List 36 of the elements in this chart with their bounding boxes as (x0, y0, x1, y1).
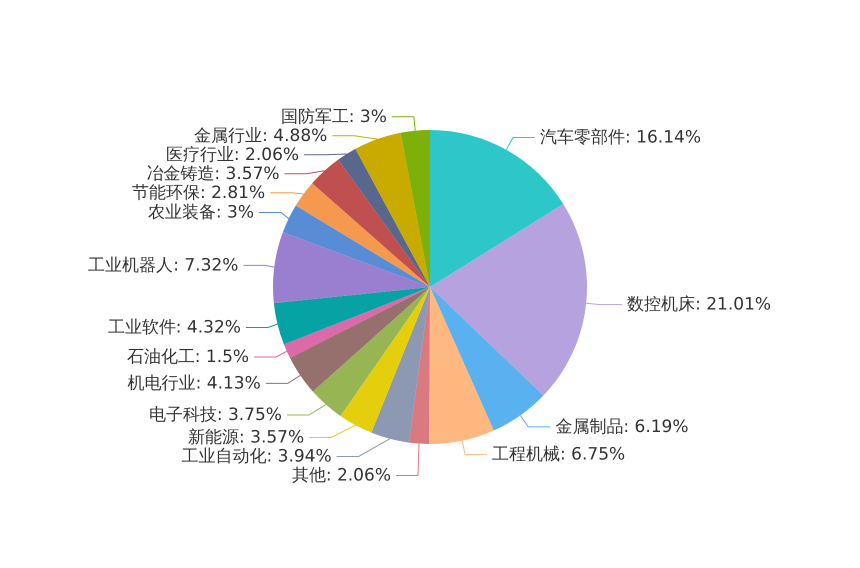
slice-label: 农业装备 (148, 202, 216, 222)
slice-label: 电子科技 (148, 405, 217, 426)
data-label: : 16.14% (625, 128, 701, 148)
slice-label: 新能源 (188, 427, 240, 448)
data-label: : 1.5% (194, 346, 250, 367)
data-label: : 3% (216, 202, 254, 222)
data-label: : 3.75% (216, 405, 282, 426)
data-label: : 6.75% (560, 444, 626, 464)
data-label: : 3% (348, 106, 387, 127)
slice-label: 石油化工 (126, 346, 195, 367)
data-label: : 3.57% (239, 427, 304, 448)
data-label: : 4.32% (176, 317, 241, 338)
slice-label: 数控机床 (627, 294, 696, 315)
slice-label: 工业软件 (108, 317, 176, 338)
data-label: : 21.01% (695, 294, 772, 315)
slice-label: 冶金铸造 (146, 164, 214, 184)
slice-label: 工程机械 (492, 444, 560, 464)
slice-label: 金属行业 (194, 126, 262, 146)
slice-label: 医疗行业 (166, 144, 234, 165)
slice-label: 国防军工 (280, 106, 349, 127)
data-label: : 3.57% (214, 164, 280, 184)
slice-label: 其他 (292, 465, 326, 486)
data-label: : 2.81% (200, 182, 266, 203)
data-label: : 7.32% (173, 255, 238, 276)
slice-label: 工业自动化 (181, 446, 266, 466)
data-label: : 4.88% (262, 126, 328, 146)
data-label: : 3.94% (266, 446, 332, 466)
data-label: : 2.06% (326, 465, 391, 486)
slice-label: 金属制品 (555, 416, 624, 437)
data-label: : 4.13% (196, 373, 261, 394)
slice-label: 机电行业 (128, 373, 196, 394)
data-label: : 2.06% (234, 144, 300, 165)
slice-label: 节能环保 (132, 182, 200, 203)
slice-label: 工业机器人 (88, 255, 174, 276)
slice-label: 汽车零部件 (540, 128, 626, 148)
data-label: : 6.19% (623, 416, 689, 437)
